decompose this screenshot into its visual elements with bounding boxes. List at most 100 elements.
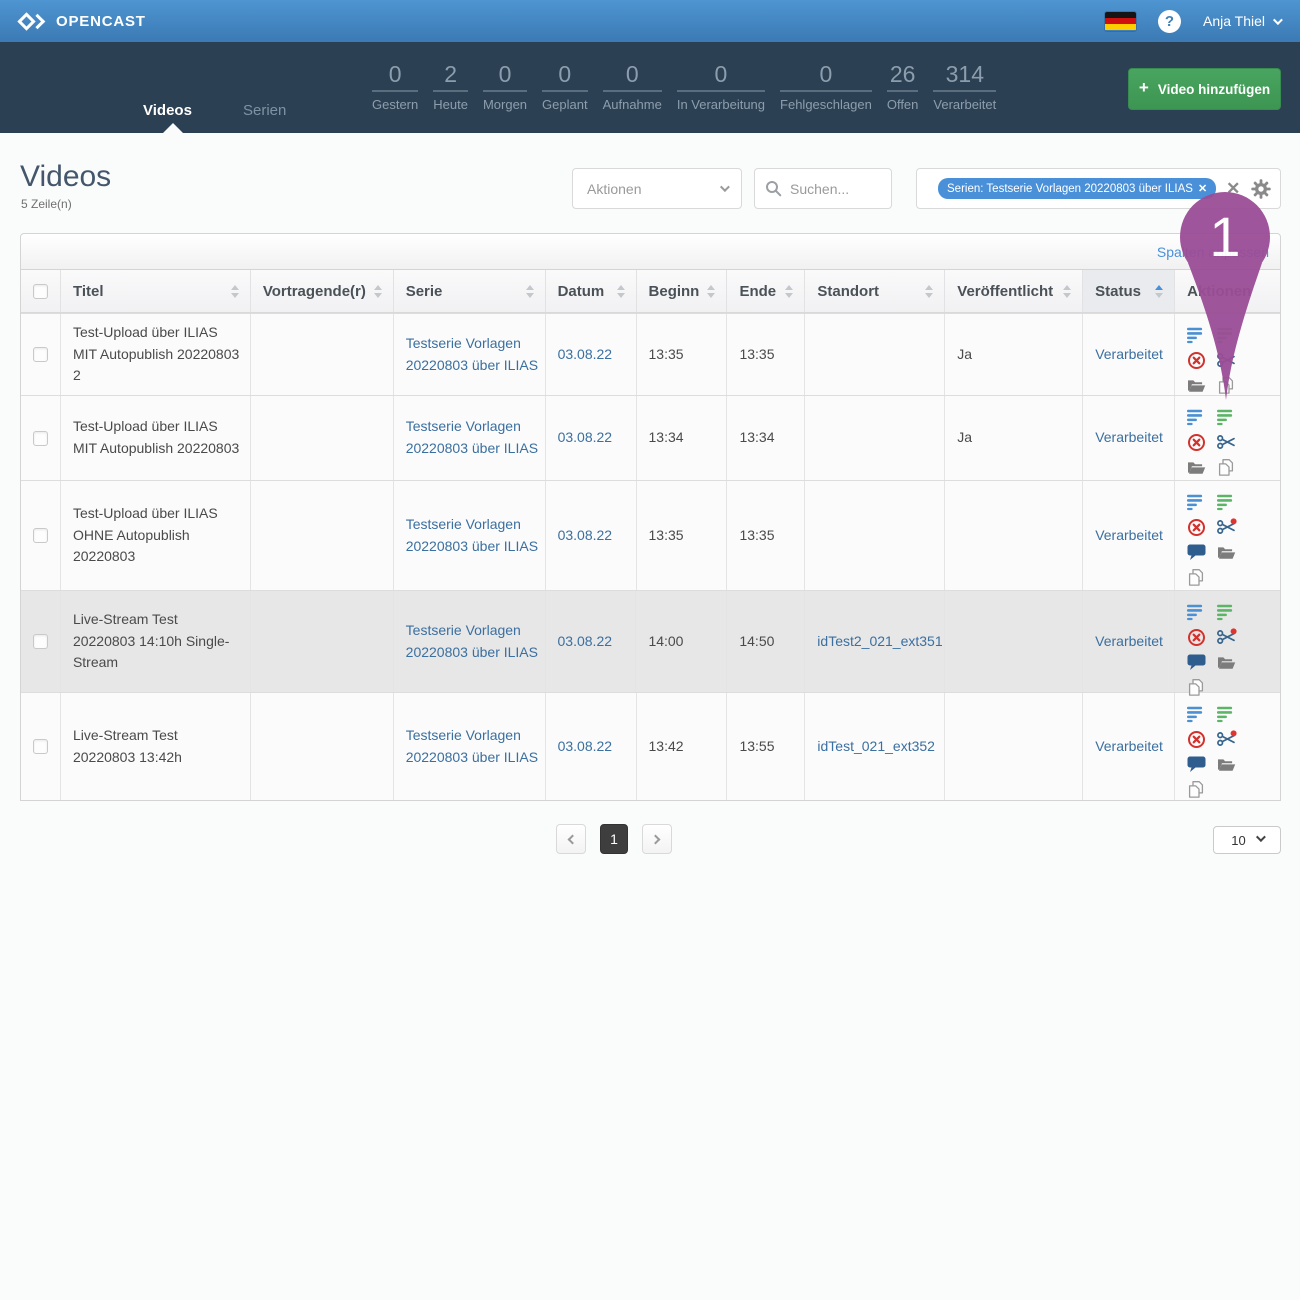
sort-toggle-ende[interactable] [785,284,794,298]
sort-toggle-ver-ffentlicht[interactable] [1063,284,1072,298]
delete-icon[interactable] [1187,432,1209,452]
metadata-icon[interactable] [1187,492,1209,512]
edit-columns-link[interactable]: Spalten anpassen [1156,244,1269,260]
filter-chip[interactable]: Serien: Testserie Vorlagen 20220803 über… [938,178,1217,199]
date-link[interactable]: 03.08.22 [557,345,613,362]
stat-underline [433,90,468,93]
sort-toggle-status[interactable] [1155,284,1164,298]
cut-icon[interactable] [1217,350,1239,370]
location-link[interactable]: idTest_021_ext352 [817,737,935,754]
assets-icon[interactable] [1187,375,1209,395]
sort-toggle-serie[interactable] [525,284,534,298]
cut-flagged-icon[interactable] [1217,627,1239,647]
stat-label: Verarbeitet [933,97,997,113]
comments-icon[interactable] [1187,652,1209,672]
series-link[interactable]: Testserie Vorlagen 20220803 über ILIAS [405,515,539,554]
status-link[interactable]: Verarbeitet [1095,526,1163,543]
page-size-dropdown[interactable]: 10 [1213,826,1281,854]
stat-geplant[interactable]: 0 Geplant [542,61,588,112]
stat-verarbeitet[interactable]: 314 Verarbeitet [933,61,997,113]
duplicate-icon[interactable] [1217,457,1239,477]
date-link[interactable]: 03.08.22 [557,526,613,543]
series-link[interactable]: Testserie Vorlagen 20220803 über ILIAS [405,334,539,373]
status-link[interactable]: Verarbeitet [1095,632,1163,649]
delete-icon[interactable] [1187,517,1209,537]
pagination-prev-button[interactable] [556,824,586,854]
assets-icon[interactable] [1217,542,1239,562]
date-link[interactable]: 03.08.22 [557,632,613,649]
row-checkbox[interactable] [32,528,48,543]
series-link[interactable]: Testserie Vorlagen 20220803 über ILIAS [405,621,538,660]
cell-status: Verarbeitet [1083,314,1176,395]
opencast-logo[interactable]: OPENCAST [17,11,146,31]
date-link[interactable]: 03.08.22 [557,737,613,754]
metadata-icon[interactable] [1187,325,1209,345]
pagination-next-button[interactable] [642,824,672,854]
sort-toggle-titel[interactable] [230,284,239,298]
metadata-icon[interactable] [1187,407,1209,427]
pagination-page-1[interactable]: 1 [600,824,628,854]
cut-icon[interactable] [1217,432,1239,452]
stat-fehlgeschlagen[interactable]: 0 Fehlgeschlagen [780,61,872,112]
duplicate-icon[interactable] [1187,677,1209,697]
search-input[interactable] [790,180,876,197]
location-link[interactable]: idTest2_021_ext351 [817,632,943,649]
cell-title: Test-Upload über ILIAS MIT Autopublish 2… [61,314,251,395]
language-flag-german[interactable] [1104,11,1136,31]
assets-icon[interactable] [1217,652,1239,672]
sort-toggle-standort[interactable] [925,284,934,298]
cell-status: Verarbeitet [1083,693,1176,800]
series-icon[interactable] [1217,492,1239,512]
stat-in-verarbeitung[interactable]: 0 In Verarbeitung [676,61,766,112]
series-icon[interactable] [1217,602,1239,622]
user-menu[interactable]: Anja Thiel [1203,13,1283,29]
tab-serien[interactable]: Serien [243,102,287,119]
select-all-checkbox[interactable] [32,283,48,299]
main-navigation-bar: Videos Serien 0 Gestern 2 Heute 0 Morgen 0 Gepla… [0,42,1300,133]
assets-icon[interactable] [1187,457,1209,477]
metadata-icon[interactable] [1187,704,1209,724]
add-video-button[interactable]: + Video hinzufügen [1128,68,1281,110]
status-link[interactable]: Verarbeitet [1095,429,1163,446]
sort-toggle-datum[interactable] [616,284,625,298]
date-link[interactable]: 03.08.22 [557,429,613,446]
comments-icon[interactable] [1187,754,1209,774]
video-title: Test-Upload über ILIAS MIT Autopublish 2… [72,418,240,456]
clear-filters-icon[interactable]: ✕ [1226,179,1241,198]
chip-remove-icon[interactable]: ✕ [1197,183,1208,195]
series-link[interactable]: Testserie Vorlagen 20220803 über ILIAS [405,726,539,765]
stat-gestern[interactable]: 0 Gestern [372,61,419,112]
column-header-label: Status [1095,282,1142,300]
row-checkbox[interactable] [32,430,48,446]
delete-icon[interactable] [1187,350,1209,370]
row-checkbox[interactable] [32,739,48,754]
stat-offen[interactable]: 26 Offen [886,61,919,112]
row-checkbox[interactable] [32,347,48,362]
comments-icon[interactable] [1187,542,1209,562]
stat-morgen[interactable]: 0 Morgen [482,61,528,112]
cut-flagged-icon[interactable] [1217,729,1239,749]
row-checkbox[interactable] [32,634,48,649]
series-icon[interactable] [1217,325,1239,345]
delete-icon[interactable] [1187,627,1209,647]
gear-icon[interactable] [1251,178,1272,199]
status-link[interactable]: Verarbeitet [1095,345,1163,362]
series-icon[interactable] [1217,407,1239,427]
series-link[interactable]: Testserie Vorlagen 20220803 über ILIAS [405,418,539,456]
stat-aufnahme[interactable]: 0 Aufnahme [602,61,662,112]
actions-dropdown[interactable]: Aktionen [572,168,742,209]
status-link[interactable]: Verarbeitet [1095,737,1163,754]
duplicate-icon[interactable] [1187,779,1209,799]
assets-icon[interactable] [1217,754,1239,774]
stat-heute[interactable]: 2 Heute [433,61,468,112]
duplicate-icon[interactable] [1217,375,1239,395]
duplicate-icon[interactable] [1187,567,1209,587]
tab-videos[interactable]: Videos [143,102,192,119]
cut-flagged-icon[interactable] [1217,517,1239,537]
sort-toggle-beginn[interactable] [707,284,716,298]
series-icon[interactable] [1217,704,1239,724]
metadata-icon[interactable] [1187,602,1209,622]
delete-icon[interactable] [1187,729,1209,749]
sort-toggle-vortragende-r[interactable] [373,284,382,298]
help-icon[interactable]: ? [1157,9,1181,33]
